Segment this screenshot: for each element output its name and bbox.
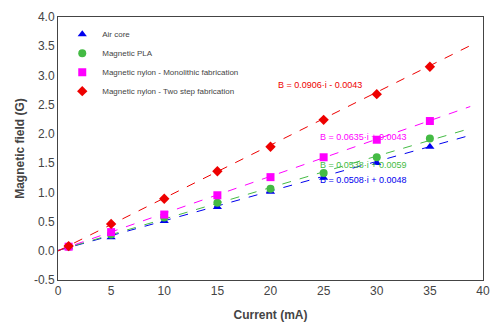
svg-text:B = 0.0906·i - 0.0043: B = 0.0906·i - 0.0043 [278,80,362,90]
svg-text:20: 20 [264,284,278,298]
svg-text:Air core: Air core [102,30,130,39]
svg-text:-0.5: -0.5 [34,273,55,287]
svg-text:25: 25 [317,284,331,298]
svg-text:B = 0.0635·i + 0.0043: B = 0.0635·i + 0.0043 [320,132,407,142]
svg-text:3.5: 3.5 [38,39,55,53]
svg-text:3.0: 3.0 [38,69,55,83]
svg-text:Magnetic nylon - Two step fabr: Magnetic nylon - Two step fabrication [102,87,234,96]
svg-text:5: 5 [108,284,115,298]
svg-text:0.5: 0.5 [38,215,55,229]
svg-text:30: 30 [370,284,384,298]
svg-text:1.0: 1.0 [38,186,55,200]
svg-text:Current (mA): Current (mA) [234,308,308,322]
svg-text:B = 0.0508·i + 0.0048: B = 0.0508·i + 0.0048 [320,175,407,185]
svg-text:0.0: 0.0 [38,244,55,258]
svg-text:4.0: 4.0 [38,10,55,24]
svg-text:10: 10 [158,284,172,298]
svg-text:Magnetic nylon - Monolithic fa: Magnetic nylon - Monolithic fabrication [102,68,238,77]
svg-text:35: 35 [423,284,437,298]
svg-text:15: 15 [211,284,225,298]
svg-text:40: 40 [476,284,490,298]
svg-text:B = 0.0538·i + 0.0059: B = 0.0538·i + 0.0059 [320,160,407,170]
svg-text:1.5: 1.5 [38,156,55,170]
svg-text:0: 0 [55,284,62,298]
svg-text:Magnetic PLA: Magnetic PLA [102,49,152,58]
svg-text:2.0: 2.0 [38,127,55,141]
svg-text:2.5: 2.5 [38,98,55,112]
svg-text:Magnetic field (G): Magnetic field (G) [13,98,27,199]
